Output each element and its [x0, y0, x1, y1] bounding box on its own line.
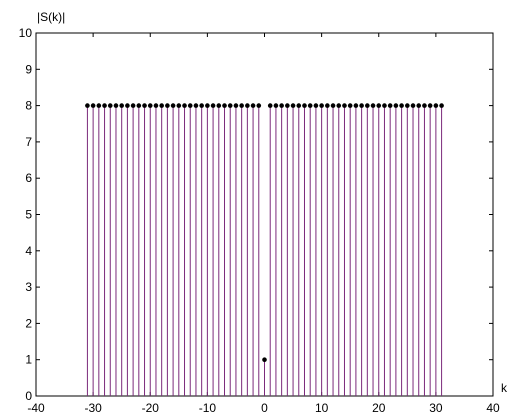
stem-marker — [439, 103, 444, 108]
stem-marker — [210, 103, 216, 108]
stem-marker — [199, 103, 204, 108]
stem-marker — [422, 103, 427, 108]
stem-marker — [325, 103, 330, 108]
stem-marker — [107, 103, 113, 108]
y-tick-label: 0 — [25, 389, 32, 403]
stem-marker — [416, 103, 422, 108]
stem-series — [85, 103, 444, 396]
y-axis-label: |S(k)| — [37, 10, 65, 24]
stem-marker — [147, 103, 153, 108]
stem-marker — [187, 103, 193, 108]
x-tick-label: -30 — [84, 401, 102, 415]
stem-marker — [136, 103, 142, 108]
y-tick-label: 2 — [25, 316, 32, 330]
stem-marker — [113, 103, 119, 108]
stem-marker — [90, 103, 96, 108]
stem-marker — [142, 103, 147, 108]
x-tick-label: 40 — [486, 401, 500, 415]
stem-marker — [273, 103, 279, 108]
stem-marker — [216, 103, 222, 108]
stem-marker — [342, 103, 347, 108]
y-tick-label: 9 — [25, 62, 32, 76]
stem-marker — [285, 103, 290, 108]
y-tick-label: 10 — [19, 26, 33, 40]
x-tick-label: -10 — [199, 401, 217, 415]
stem-marker — [102, 103, 107, 108]
stem-marker — [382, 103, 387, 108]
stem-marker — [365, 103, 370, 108]
stem-marker — [153, 103, 159, 108]
stem-marker — [279, 103, 284, 108]
stem-marker — [296, 103, 302, 108]
stem-marker — [387, 103, 393, 108]
stem-marker — [313, 103, 319, 108]
stem-marker — [347, 103, 353, 108]
stem-marker — [302, 103, 307, 108]
x-tick-label: -40 — [27, 401, 45, 415]
x-tick-label: -20 — [142, 401, 160, 415]
stem-marker — [96, 103, 102, 108]
stem-marker — [359, 103, 364, 108]
stem-marker — [245, 103, 250, 108]
stem-marker — [267, 103, 273, 108]
stem-marker — [176, 103, 182, 108]
stem-marker — [250, 103, 256, 108]
y-tick-label: 1 — [25, 353, 32, 367]
y-tick-label: 5 — [25, 208, 32, 222]
x-tick-label: 0 — [261, 401, 268, 415]
stem-marker — [433, 103, 439, 108]
stem-marker — [193, 103, 199, 108]
stem-marker — [427, 103, 433, 108]
y-tick-label: 7 — [25, 135, 32, 149]
stem-marker — [170, 103, 176, 108]
stem-marker — [307, 103, 313, 108]
x-axis-label: k — [501, 381, 508, 395]
stem-marker — [370, 103, 376, 108]
stem-marker — [256, 103, 262, 108]
x-tick-label: 10 — [315, 401, 329, 415]
stem-marker — [399, 103, 404, 108]
stem-marker — [330, 103, 336, 108]
stem-marker — [353, 103, 359, 108]
stem-marker — [319, 103, 324, 108]
stem-marker — [130, 103, 136, 108]
stem-marker — [376, 103, 382, 108]
stem-marker — [85, 103, 90, 108]
stem-marker — [262, 357, 267, 363]
stem-marker — [125, 103, 130, 108]
stem-marker — [233, 103, 239, 108]
y-tick-label: 8 — [25, 99, 32, 113]
stem-marker — [336, 103, 342, 108]
stem-marker — [227, 103, 233, 108]
stem-marker — [405, 103, 410, 108]
stem-marker — [393, 103, 399, 108]
stem-marker — [159, 103, 164, 108]
y-tick-label: 3 — [25, 280, 32, 294]
y-tick-label: 6 — [25, 171, 32, 185]
stem-marker — [182, 103, 187, 108]
stem-marker — [119, 103, 124, 108]
x-tick-label: 30 — [429, 401, 443, 415]
stem-marker — [410, 103, 416, 108]
stem-marker — [165, 103, 170, 108]
stem-marker — [205, 103, 210, 108]
axis-ticks: -40 -30 -20 -10 0 10 20 30 40 0 1 2 3 4 5 6 7 8 9 10 — [19, 26, 500, 415]
y-tick-label: 4 — [25, 244, 32, 258]
x-tick-label: 20 — [372, 401, 386, 415]
stem-marker — [222, 103, 227, 108]
stem-marker — [239, 103, 244, 108]
stem-marker — [290, 103, 296, 108]
